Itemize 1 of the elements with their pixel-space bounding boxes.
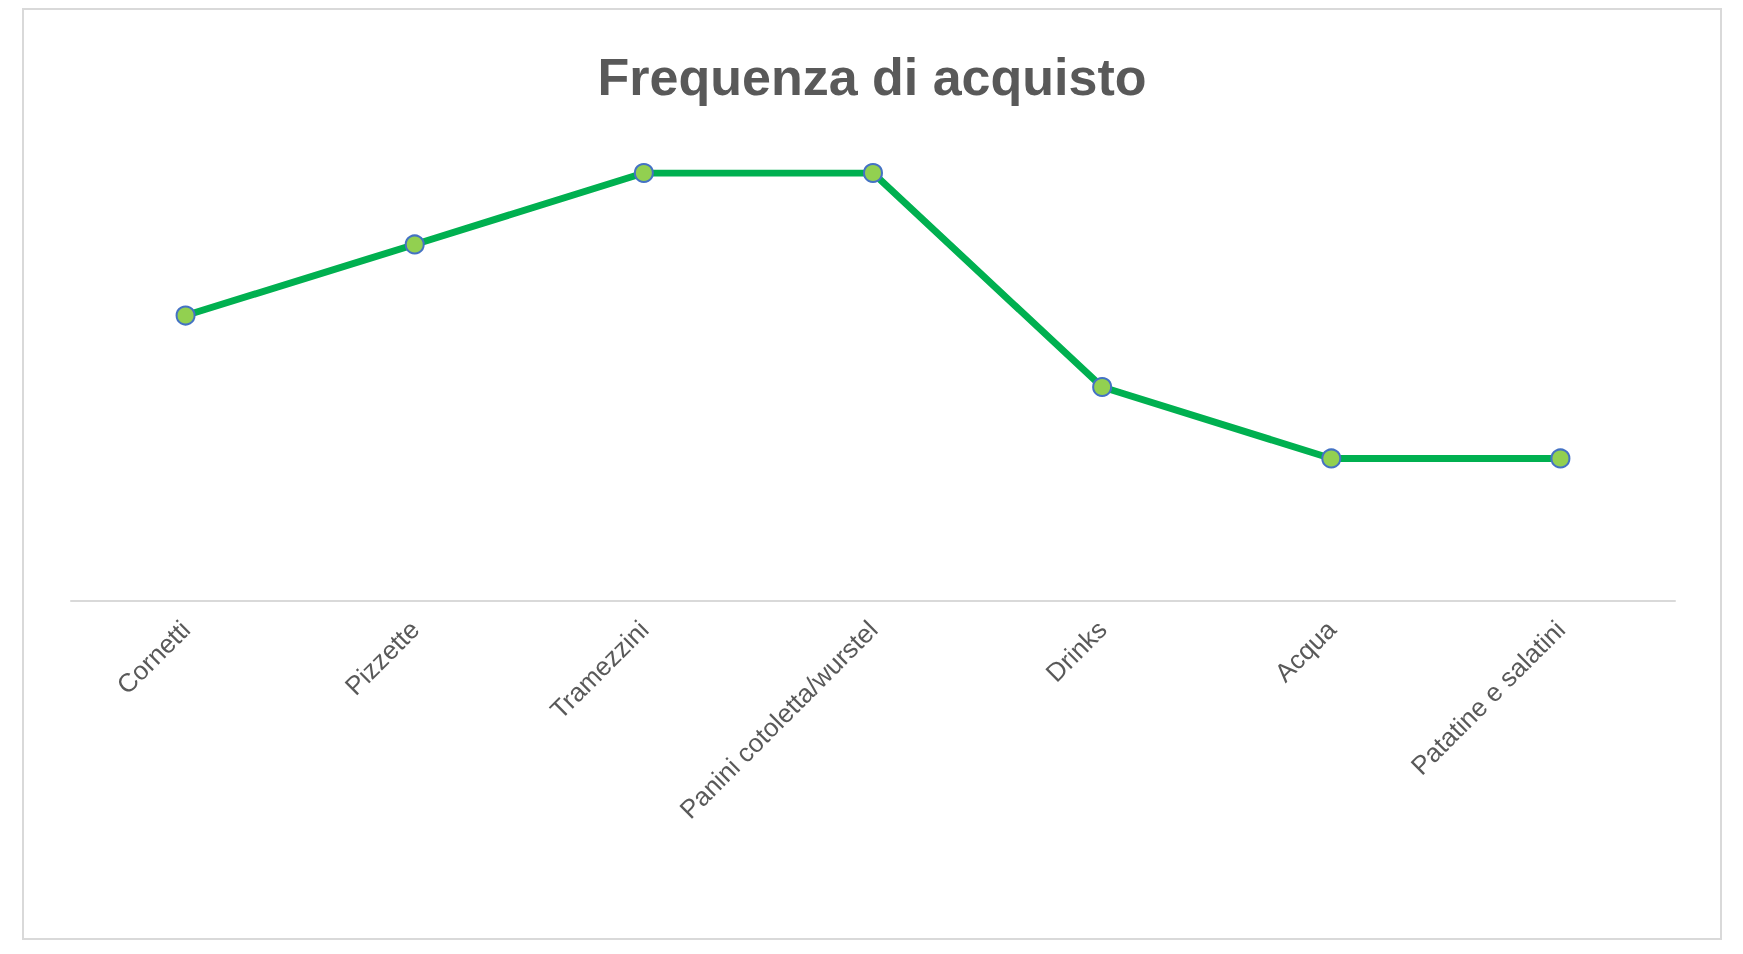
chart-title: Frequenza di acquisto <box>597 48 1147 106</box>
